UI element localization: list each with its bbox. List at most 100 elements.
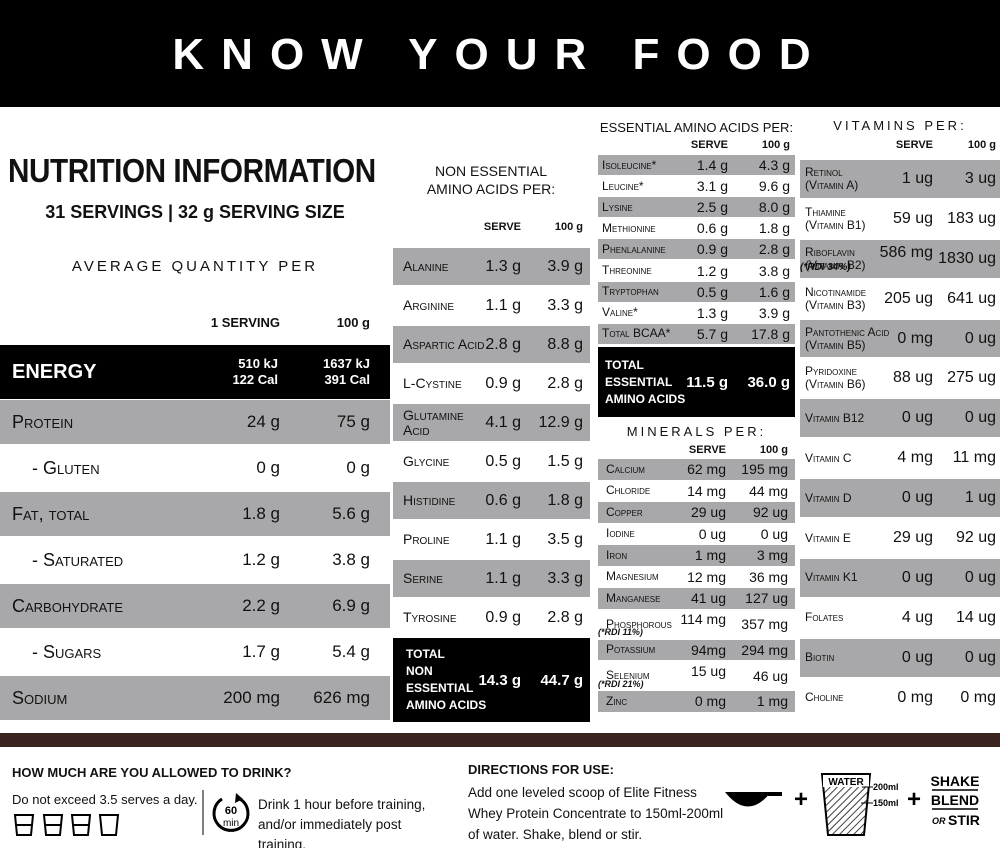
row-label: Sodium: [12, 676, 67, 720]
label-line: Isoleucine*: [602, 157, 657, 172]
table-row: Alanine 1.3 g 3.9 g: [393, 248, 590, 285]
table-row: - Sugars 1.7 g 5.4 g: [0, 630, 390, 674]
label-line: L-Cystine: [403, 375, 462, 391]
label-line: Pyridoxine: [805, 364, 858, 379]
label-line: Lysine: [602, 199, 633, 214]
serve-cell: 1.1 g: [393, 560, 521, 597]
serve-value: 0.6 g: [696, 220, 728, 237]
per100-value: 6.9 g: [332, 596, 370, 615]
label-line: Valine*: [602, 305, 638, 320]
row-label: L-Cystine: [403, 365, 462, 402]
per100-value: 0 ug: [964, 648, 996, 666]
serve-cell: 0.5 g: [598, 282, 728, 302]
serve-value: 0.9 g: [485, 374, 521, 392]
label-line: (Vitamin B6): [805, 377, 866, 392]
serve-cell: 0 mg: [800, 320, 933, 358]
per100-value: 17.8 g: [751, 325, 790, 342]
label-line: (Vitamin B3): [805, 297, 866, 312]
column-header: SERVE: [690, 139, 728, 151]
per100-cell: 0 ug: [800, 559, 996, 597]
row-label: Protein: [12, 400, 73, 444]
serve-cell: 62 mg: [598, 459, 726, 480]
row-label: Vitamin E: [805, 519, 851, 557]
serve-cell: 0 ug: [800, 479, 933, 517]
per100-cell: 11 mg: [800, 439, 996, 477]
per100-value: 12.9 g: [538, 413, 583, 431]
label-line: (Vitamin B2): [805, 257, 866, 272]
row-label: - Sugars: [32, 630, 101, 674]
serve-value: 1 ug: [901, 169, 933, 187]
label-line: Calcium: [606, 461, 645, 476]
row-label: Alanine: [403, 248, 448, 285]
row-label: Aspartic Acid: [403, 326, 484, 363]
serve-cell: 2.8 g: [393, 326, 521, 363]
per100-cell: 4.3 g: [598, 155, 790, 175]
total-per100: 36.0 g: [747, 373, 790, 391]
per100-value: 1.5 g: [547, 452, 583, 470]
plus: +: [907, 786, 921, 813]
label-line: Histidine: [403, 492, 456, 508]
serve-cell: 205 ug: [800, 280, 933, 318]
serve-cell: 2.5 g: [598, 197, 728, 217]
serve-cell: 14 mg: [598, 481, 726, 502]
label-line: Vitamin E: [805, 530, 851, 545]
label-line: Chloride: [606, 483, 651, 498]
label-line: ESSENTIAL: [605, 374, 673, 389]
per100-value: 3 ug: [964, 169, 996, 187]
table-row: Glycine 0.5 g 1.5 g: [393, 443, 590, 480]
per100-cell: 8.8 g: [393, 326, 583, 363]
serve-value: 0.9 g: [696, 241, 728, 258]
serve-cell: 586 mg (*RDI 34%): [800, 240, 933, 278]
serve-value: 0 mg: [694, 693, 726, 710]
row-label: Choline: [805, 679, 843, 717]
row-label: Iron: [606, 545, 627, 566]
per100-value: 92 ug: [752, 504, 788, 521]
energy-value: 122 Cal: [232, 372, 278, 387]
table-row: Threonine 1.2 g 3.8 g: [598, 260, 795, 281]
serve-value: 4 ug: [901, 608, 933, 626]
scoop: [725, 792, 771, 807]
label-line: Vitamin D: [805, 490, 852, 505]
per100-cell: 44 mg: [598, 481, 788, 502]
serve-value: 200 mg: [223, 688, 280, 707]
label-line: Carbohydrate: [12, 595, 123, 616]
serve-cell: 5.7 g: [598, 324, 728, 344]
row-label: Glycine: [403, 443, 449, 480]
serve-cell: 0 mg: [800, 679, 933, 717]
serve-value: 0.5 g: [696, 283, 728, 300]
table-row: Leucine* 3.1 g 9.6 g: [598, 176, 795, 197]
total-per100: 44.7 g: [540, 671, 583, 689]
serve-value: 1.4 g: [696, 157, 728, 174]
row-label: Serine: [403, 560, 443, 597]
per100-value: 1 mg: [756, 693, 788, 710]
clock-arrow: [235, 793, 243, 803]
column-header: 100 g: [759, 444, 788, 456]
row-label: Zinc: [606, 691, 627, 712]
serve-value: 4 mg: [897, 449, 933, 467]
serve-value: 0 mg: [897, 329, 933, 347]
per100-cell: 1.8 g: [393, 482, 583, 519]
per100-value: 0 ug: [964, 329, 996, 347]
serve-cell: 41 ug: [598, 588, 726, 609]
label-line: Folates: [805, 610, 844, 625]
serve-cell: 1.8 g: [0, 492, 280, 536]
per100-value: 3.3 g: [547, 296, 583, 314]
serve-value: 586 mg: [879, 244, 933, 262]
column-header: SERVE: [688, 444, 726, 456]
per100-value: 2.8 g: [547, 374, 583, 392]
label-line: Leucine*: [602, 178, 644, 193]
per100-cell: 3.9 g: [598, 303, 790, 323]
table-row: Pyridoxine (Vitamin B6) 88 ug 275 ug: [800, 359, 1000, 398]
per100-value: 1830 ug: [938, 249, 996, 267]
per100-cell: 5.6 g: [0, 492, 370, 536]
total-row: TOTAL ESSENTIAL AMINO ACIDS 11.5 g 36.0 g: [598, 347, 795, 417]
serve-cell: 3.1 g: [598, 176, 728, 196]
per100-cell: 195 mg: [598, 459, 788, 480]
label-line: Total BCAA*: [602, 326, 671, 341]
energy-row: ENERGY 510 kJ 122 Cal 1637 kJ 391 Cal: [0, 345, 390, 399]
serve-value: 2.5 g: [696, 199, 728, 216]
serve-value: 15 ug: [690, 662, 726, 679]
column-header: 100 g: [554, 221, 583, 233]
row-label: Magnesium: [606, 567, 659, 588]
label-line: Iron: [606, 547, 628, 562]
